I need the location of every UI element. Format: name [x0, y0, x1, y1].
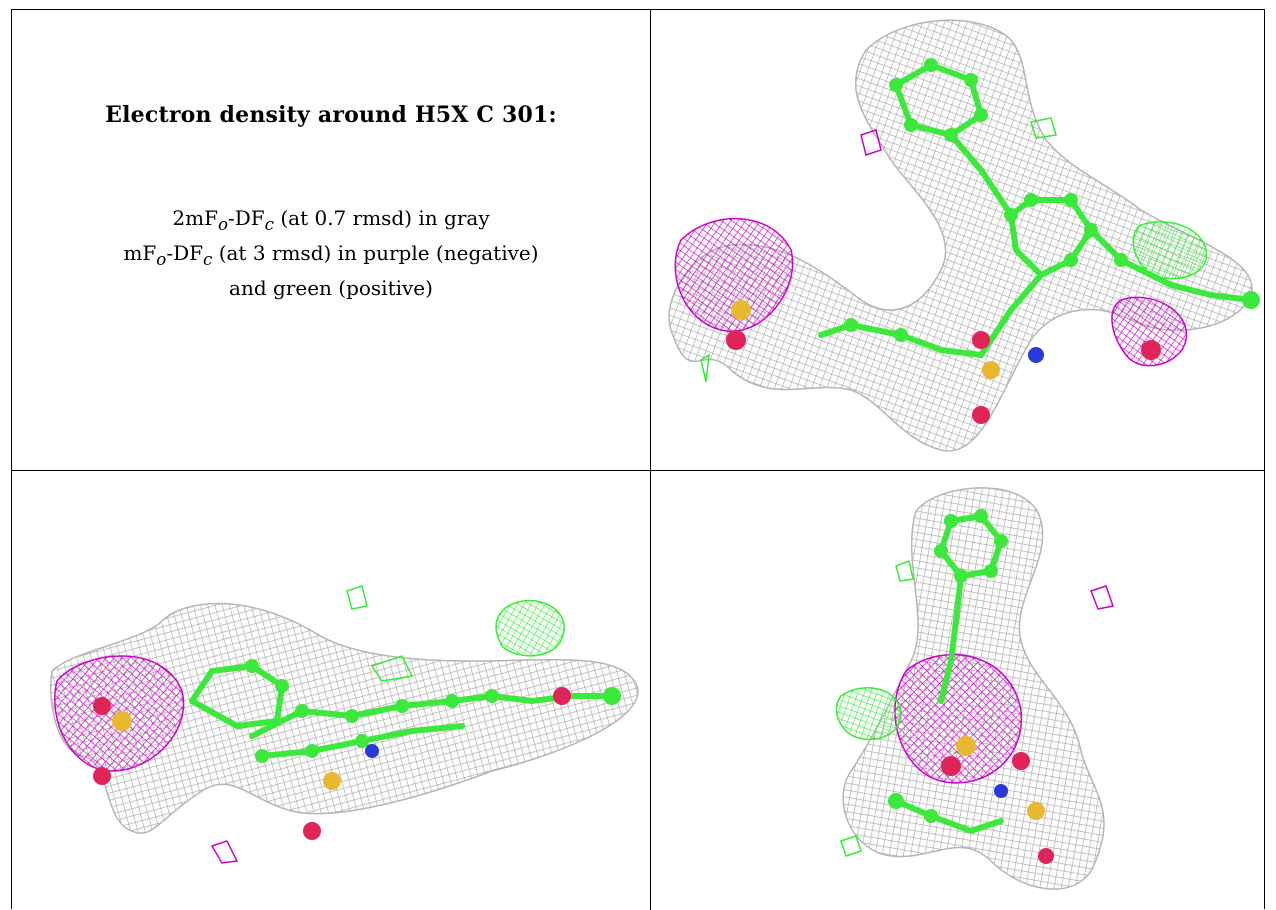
- electron-density-render-icon: [12, 471, 650, 910]
- legend-line-fofc: mFo-DFc (at 3 rmsd) in purple (negative): [12, 239, 650, 274]
- figure-title: Electron density around H5X C 301:: [12, 102, 650, 128]
- view-top-right: [651, 10, 1264, 470]
- legend-line-2fofc: 2mFo-DFc (at 0.7 rmsd) in gray: [12, 204, 650, 239]
- legend-line-colors: and green (positive): [12, 274, 650, 303]
- electron-density-render-icon: [651, 471, 1264, 910]
- map-legend: 2mFo-DFc (at 0.7 rmsd) in gray mFo-DFc (…: [12, 204, 650, 303]
- view-bottom-right: [651, 471, 1264, 910]
- figure-table: Electron density around H5X C 301: 2mFo-…: [11, 9, 1265, 909]
- description-cell: Electron density around H5X C 301: 2mFo-…: [12, 10, 650, 470]
- electron-density-render-icon: [651, 10, 1264, 470]
- view-bottom-left: [12, 471, 650, 910]
